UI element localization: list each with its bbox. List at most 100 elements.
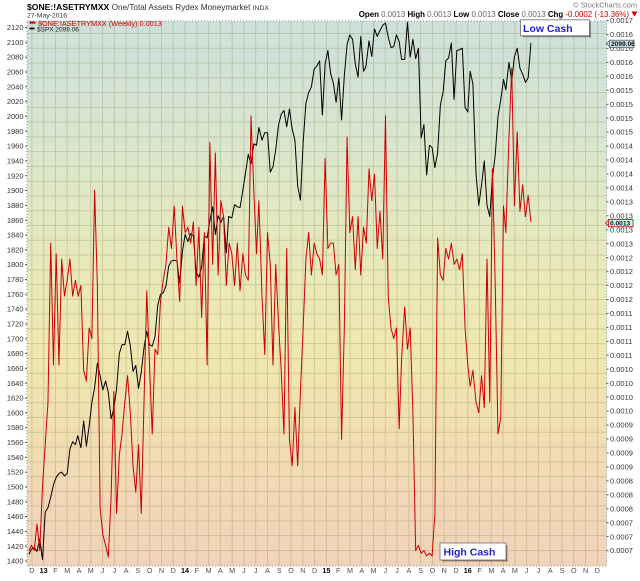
svg-text:14: 14: [181, 566, 189, 575]
svg-text:D: D: [312, 566, 317, 575]
svg-text:A: A: [501, 566, 506, 575]
svg-text:J: J: [537, 566, 541, 575]
svg-text:1800: 1800: [7, 260, 24, 269]
svg-text:1880: 1880: [7, 201, 24, 210]
svg-text:1760: 1760: [7, 290, 24, 299]
svg-text:1820: 1820: [7, 245, 24, 254]
svg-text:M: M: [371, 566, 377, 575]
svg-text:0.0016: 0.0016: [610, 58, 633, 67]
svg-text:0.0013: 0.0013: [610, 239, 633, 248]
svg-text:D: D: [595, 566, 600, 575]
svg-text:0.0013: 0.0013: [610, 225, 633, 234]
svg-text:1700: 1700: [7, 334, 24, 343]
svg-text:0.0010: 0.0010: [610, 407, 633, 416]
svg-text:1540: 1540: [7, 453, 24, 462]
svg-text:A: A: [218, 566, 223, 575]
svg-text:J: J: [254, 566, 258, 575]
svg-text:0.0007: 0.0007: [610, 518, 633, 527]
svg-text:O: O: [288, 566, 294, 575]
svg-text:2000: 2000: [7, 112, 24, 121]
svg-text:S: S: [560, 566, 565, 575]
svg-text:0.0009: 0.0009: [610, 435, 633, 444]
svg-text:D: D: [171, 566, 176, 575]
svg-text:0.0011: 0.0011: [610, 351, 632, 360]
svg-text:A: A: [548, 566, 553, 575]
svg-text:0.0015: 0.0015: [610, 114, 633, 123]
svg-text:1500: 1500: [7, 483, 24, 492]
svg-text:1680: 1680: [7, 349, 24, 358]
svg-text:$ONE:!ASETRYMXX (Weekly) 0.001: $ONE:!ASETRYMXX (Weekly) 0.0013: [38, 19, 162, 28]
svg-text:M: M: [347, 566, 353, 575]
svg-text:15: 15: [322, 566, 330, 575]
svg-text:2100: 2100: [7, 38, 24, 47]
svg-text:J: J: [101, 566, 105, 575]
svg-text:1600: 1600: [7, 408, 24, 417]
svg-text:J: J: [525, 566, 529, 575]
svg-text:0.0013: 0.0013: [610, 220, 631, 227]
svg-text:J: J: [395, 566, 399, 575]
svg-text:16: 16: [464, 566, 472, 575]
svg-text:1920: 1920: [7, 171, 24, 180]
svg-text:M: M: [229, 566, 235, 575]
svg-text:0.0008: 0.0008: [610, 476, 633, 485]
svg-text:0.0008: 0.0008: [610, 504, 633, 513]
svg-text:0.0012: 0.0012: [610, 295, 633, 304]
svg-text:F: F: [195, 566, 200, 575]
svg-text:1780: 1780: [7, 275, 24, 284]
svg-text:0.0016: 0.0016: [610, 30, 633, 39]
svg-text:1460: 1460: [7, 512, 24, 521]
svg-text:O: O: [571, 566, 577, 575]
svg-text:0.0016: 0.0016: [610, 44, 633, 53]
svg-text:O: O: [147, 566, 153, 575]
svg-text:1840: 1840: [7, 231, 24, 240]
svg-text:0.0014: 0.0014: [610, 156, 633, 165]
svg-text:A: A: [265, 566, 270, 575]
svg-text:2120: 2120: [7, 23, 24, 32]
svg-text:2099.06: 2099.06: [611, 41, 635, 48]
svg-text:27-May-2016: 27-May-2016: [27, 13, 67, 20]
svg-text:J: J: [242, 566, 246, 575]
svg-text:S: S: [136, 566, 141, 575]
svg-text:M: M: [64, 566, 70, 575]
svg-text:1580: 1580: [7, 423, 24, 432]
svg-text:1520: 1520: [7, 468, 24, 477]
svg-text:N: N: [442, 566, 447, 575]
svg-text:J: J: [113, 566, 117, 575]
svg-text:S: S: [277, 566, 282, 575]
svg-text:1860: 1860: [7, 216, 24, 225]
svg-text:0.0012: 0.0012: [610, 281, 633, 290]
svg-text:Open 0.0013 High 0.0013 Low 0.: Open 0.0013 High 0.0013 Low 0.0013 Close…: [359, 10, 630, 19]
svg-text:1660: 1660: [7, 364, 24, 373]
svg-text:0.0011: 0.0011: [610, 309, 632, 318]
svg-text:1740: 1740: [7, 305, 24, 314]
svg-text:O: O: [430, 566, 436, 575]
svg-text:0.0010: 0.0010: [610, 379, 633, 388]
svg-text:N: N: [300, 566, 305, 575]
svg-text:0.0015: 0.0015: [610, 100, 633, 109]
svg-text:0.0013: 0.0013: [610, 211, 633, 220]
svg-text:D: D: [29, 566, 34, 575]
svg-text:J: J: [384, 566, 388, 575]
svg-text:0.0011: 0.0011: [610, 323, 632, 332]
svg-text:A: A: [406, 566, 411, 575]
svg-text:1640: 1640: [7, 379, 24, 388]
svg-text:S: S: [418, 566, 423, 575]
svg-text:0.0014: 0.0014: [610, 170, 633, 179]
svg-text:0.0014: 0.0014: [610, 184, 633, 193]
svg-text:F: F: [336, 566, 341, 575]
svg-text:N: N: [583, 566, 588, 575]
svg-text:A: A: [77, 566, 82, 575]
svg-text:M: M: [488, 566, 494, 575]
svg-text:0.0013: 0.0013: [610, 197, 633, 206]
svg-text:2020: 2020: [7, 97, 24, 106]
svg-text:1480: 1480: [7, 497, 24, 506]
svg-text:M: M: [88, 566, 94, 575]
svg-text:High Cash: High Cash: [444, 546, 496, 558]
svg-text:0.0015: 0.0015: [610, 86, 633, 95]
svg-text:0.0012: 0.0012: [610, 253, 633, 262]
svg-text:1940: 1940: [7, 156, 24, 165]
svg-text:0.0015: 0.0015: [610, 128, 633, 137]
svg-text:2040: 2040: [7, 82, 24, 91]
svg-text:0.0010: 0.0010: [610, 365, 633, 374]
svg-text:1420: 1420: [7, 542, 24, 551]
